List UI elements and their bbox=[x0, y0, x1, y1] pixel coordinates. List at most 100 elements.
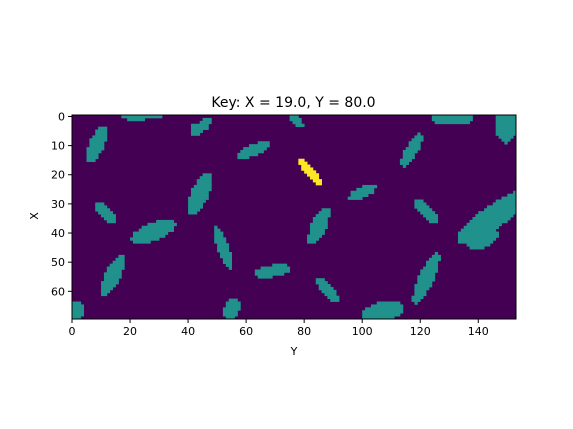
obstacle-cell bbox=[478, 211, 517, 215]
obstacle-cell bbox=[72, 313, 85, 317]
obstacle-cell bbox=[89, 144, 105, 148]
obstacle-cell bbox=[513, 190, 517, 195]
obstacle-cell bbox=[495, 123, 517, 128]
obstacle-cell bbox=[222, 310, 238, 314]
obstacle-cell bbox=[426, 217, 439, 221]
obstacle-cell bbox=[101, 281, 119, 285]
obstacle-cell bbox=[309, 222, 328, 227]
obstacle-cell bbox=[431, 117, 473, 122]
obstacle-cell bbox=[295, 123, 305, 128]
obstacle-cell bbox=[214, 240, 227, 244]
y-tick-label: 10 bbox=[51, 140, 65, 153]
obstacle-cell bbox=[272, 263, 288, 267]
obstacle-cell bbox=[202, 117, 212, 122]
obstacle-cell bbox=[95, 132, 108, 136]
key-cell bbox=[301, 164, 311, 168]
obstacle-cell bbox=[426, 263, 439, 267]
obstacle-cell bbox=[466, 243, 491, 247]
obstacle-cell bbox=[98, 211, 114, 215]
y-tick-label: 30 bbox=[51, 198, 65, 211]
obstacle-cell bbox=[307, 234, 322, 238]
obstacle-cell bbox=[222, 257, 233, 262]
obstacle-cell bbox=[101, 292, 108, 297]
obstacle-cell bbox=[315, 281, 328, 285]
obstacle-cell bbox=[156, 219, 174, 224]
obstacle-cell bbox=[414, 135, 424, 139]
obstacle-cell bbox=[72, 301, 82, 305]
plot-frame bbox=[71, 114, 517, 320]
obstacle-cell bbox=[431, 115, 473, 119]
obstacle-cell bbox=[318, 211, 331, 215]
obstacle-cell bbox=[315, 278, 325, 282]
obstacle-cell bbox=[423, 214, 439, 218]
obstacle-cell bbox=[350, 190, 375, 195]
obstacle-cell bbox=[426, 260, 439, 265]
obstacle-cell bbox=[101, 284, 116, 288]
obstacle-cell bbox=[199, 176, 212, 180]
obstacle-cell bbox=[309, 225, 328, 230]
y-tick-label: 50 bbox=[51, 256, 65, 269]
obstacle-cell bbox=[312, 219, 328, 224]
plot-area bbox=[71, 114, 517, 320]
obstacle-cell bbox=[414, 292, 427, 297]
key-cell bbox=[298, 161, 308, 165]
obstacle-cell bbox=[214, 231, 224, 235]
obstacle-cell bbox=[457, 237, 497, 241]
obstacle-cell bbox=[103, 275, 122, 279]
obstacle-cell bbox=[214, 234, 224, 238]
obstacle-cell bbox=[475, 214, 514, 218]
obstacle-cell bbox=[309, 228, 325, 232]
obstacle-cell bbox=[225, 304, 241, 308]
obstacle-cell bbox=[109, 263, 125, 267]
y-tick-label: 20 bbox=[51, 169, 65, 182]
obstacle-cell bbox=[420, 269, 439, 273]
key-cell bbox=[309, 176, 320, 180]
obstacle-cell bbox=[414, 205, 430, 209]
obstacle-cell bbox=[356, 187, 375, 192]
obstacle-cell bbox=[457, 240, 494, 244]
obstacle-cell bbox=[257, 275, 273, 279]
obstacle-cell bbox=[414, 199, 424, 203]
obstacle-cell bbox=[504, 141, 508, 145]
obstacle-cell bbox=[199, 120, 212, 125]
obstacle-cell bbox=[260, 266, 291, 270]
obstacle-cell bbox=[214, 225, 218, 230]
obstacle-cell bbox=[92, 135, 108, 139]
obstacle-cell bbox=[214, 237, 227, 241]
key-cell bbox=[298, 158, 305, 163]
obstacle-cell bbox=[362, 316, 395, 320]
obstacle-cell bbox=[457, 231, 499, 235]
obstacle-cell bbox=[190, 123, 209, 128]
obstacle-cell bbox=[257, 141, 270, 145]
obstacle-cell bbox=[399, 161, 410, 165]
obstacle-cell bbox=[89, 138, 108, 142]
obstacle-cell bbox=[434, 120, 470, 125]
obstacle-cell bbox=[228, 266, 233, 270]
obstacle-cell bbox=[420, 211, 436, 215]
obstacle-cell bbox=[318, 284, 331, 288]
obstacle-cell bbox=[95, 129, 108, 133]
obstacle-cell bbox=[217, 243, 230, 247]
obstacle-cell bbox=[414, 202, 427, 206]
obstacle-cell bbox=[312, 217, 328, 221]
obstacle-cell bbox=[376, 301, 401, 305]
obstacle-cell bbox=[399, 158, 412, 163]
obstacle-cell bbox=[307, 237, 320, 241]
obstacle-cell bbox=[417, 208, 433, 212]
obstacle-cell bbox=[132, 240, 151, 244]
obstacle-cell bbox=[408, 141, 421, 145]
obstacle-cell bbox=[222, 260, 233, 265]
obstacle-cell bbox=[237, 152, 259, 157]
obstacle-cell bbox=[217, 249, 230, 253]
obstacle-cell bbox=[350, 193, 369, 197]
obstacle-cell bbox=[237, 155, 250, 160]
obstacle-cell bbox=[130, 237, 160, 241]
obstacle-cell bbox=[118, 254, 125, 259]
obstacle-cell bbox=[86, 155, 99, 160]
obstacle-cell bbox=[434, 251, 439, 256]
obstacle-cell bbox=[112, 260, 125, 265]
obstacle-cell bbox=[495, 120, 517, 125]
obstacle-cell bbox=[469, 246, 485, 250]
obstacle-cell bbox=[72, 307, 85, 311]
x-tick-label: 100 bbox=[352, 325, 373, 338]
